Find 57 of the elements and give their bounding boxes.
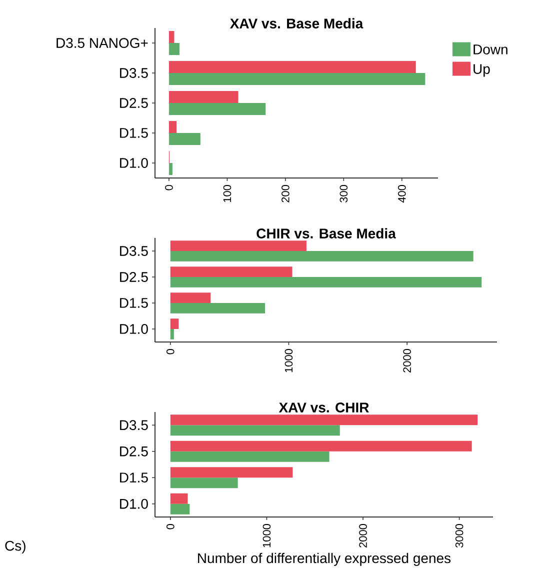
chart-title: XAV vs. CHIR <box>278 402 369 412</box>
y-tick-label: D2.5 <box>120 98 148 108</box>
x-tick-label: 0 <box>166 348 174 354</box>
y-tick-label: D3.5 NANOG+ <box>56 38 148 48</box>
bar <box>170 478 238 488</box>
x-tick-label: 2000 <box>403 348 411 372</box>
bar <box>168 132 200 145</box>
bar <box>170 302 266 314</box>
y-tick-label: D1.0 <box>120 158 148 168</box>
bar <box>170 250 474 262</box>
y-tick-label: D3.5 <box>120 420 148 430</box>
x-tick-label: 2000 <box>359 524 367 548</box>
bar <box>170 328 174 340</box>
y-tick-label: D1.5 <box>120 128 148 138</box>
bar <box>170 440 472 452</box>
y-tick-label: D1.5 <box>120 472 148 483</box>
x-tick-label: 100 <box>223 184 232 202</box>
y-tick-label: D1.0 <box>120 324 148 334</box>
x-tick-label: 1000 <box>262 524 271 548</box>
y-tick-label: D2.5 <box>120 446 148 456</box>
bar <box>170 318 179 329</box>
x-tick-label: 1000 <box>284 348 293 372</box>
legend-label: Up <box>474 64 490 77</box>
bar <box>168 102 266 115</box>
x-tick-label: 400 <box>398 184 406 203</box>
y-tick-label: D1.5 <box>120 298 148 308</box>
bar <box>170 467 293 478</box>
y-tick-label: D3.5 <box>120 68 148 78</box>
chart-title: XAV vs. Base Media <box>230 18 364 28</box>
x-tick-label: 0 <box>165 184 173 190</box>
bar <box>170 451 330 462</box>
bar <box>170 425 340 436</box>
bar <box>168 60 416 73</box>
bar <box>168 72 426 85</box>
bar <box>170 504 190 514</box>
x-tick-label: 0 <box>166 524 174 530</box>
x-tick-label: 300 <box>340 184 348 202</box>
bar <box>170 292 211 303</box>
x-axis-title: Number of differentially expressed genes <box>198 552 451 566</box>
bar <box>170 493 188 504</box>
bar <box>168 30 174 43</box>
y-tick-label: D3.5 <box>120 246 148 256</box>
legend-label: Down <box>474 44 508 54</box>
bar <box>170 276 482 288</box>
y-tick-label: D2.5 <box>120 272 148 282</box>
text: Cs) <box>5 540 26 554</box>
x-tick-label: 200 <box>282 184 290 202</box>
bar <box>168 43 180 55</box>
chart-title: CHIR vs. Base Media <box>256 228 396 238</box>
bar <box>170 240 306 251</box>
bar <box>170 414 478 426</box>
bar <box>168 120 177 133</box>
y-tick-label: D1.0 <box>120 498 148 509</box>
bar <box>168 162 172 175</box>
bar <box>170 266 292 277</box>
x-tick-label: 3000 <box>455 524 464 548</box>
bar <box>168 90 238 103</box>
